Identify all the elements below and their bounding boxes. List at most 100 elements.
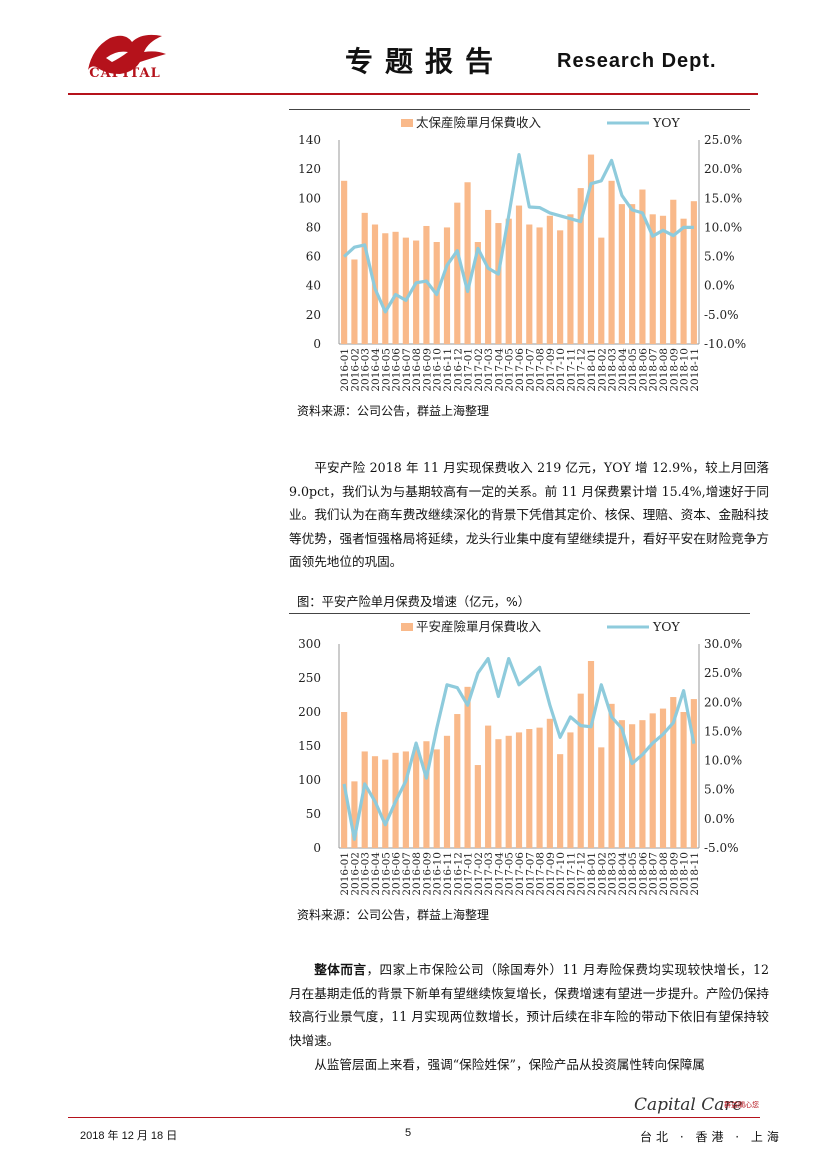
paragraph-text: 平安产险 2018 年 11 月实现保费收入 219 亿元，YOY 增 12.9… <box>289 460 769 569</box>
category-label: 2016-06 <box>391 348 403 392</box>
right-tick-label: 5.0% <box>704 250 735 264</box>
bar <box>567 214 574 344</box>
bar <box>515 732 523 848</box>
left-tick-label: 120 <box>298 162 321 176</box>
category-label: 2018-11 <box>689 852 701 896</box>
category-label: 2017-01 <box>463 852 475 896</box>
right-tick-label: 20.0% <box>704 695 742 709</box>
bar <box>392 231 399 344</box>
paragraph-pingan-analysis: 平安产险 2018 年 11 月实现保费收入 219 亿元，YOY 增 12.9… <box>289 456 769 574</box>
category-label: 2016-12 <box>452 852 464 896</box>
right-tick-label: -5.0% <box>704 841 739 855</box>
right-tick-label: 20.0% <box>704 162 742 176</box>
yoy-line <box>342 656 696 841</box>
bar <box>351 781 358 848</box>
category-label: 2016-04 <box>370 348 382 392</box>
right-tick-label: -5.0% <box>704 308 739 322</box>
right-tick-label: 25.0% <box>704 666 742 680</box>
category-label: 2017-03 <box>483 348 495 392</box>
category-label: 2016-07 <box>401 852 413 896</box>
bar <box>629 204 636 344</box>
category-label: 2017-10 <box>555 852 567 896</box>
category-label: 2018-02 <box>596 852 608 896</box>
bar <box>402 237 409 344</box>
bar <box>505 735 512 848</box>
category-label: 2018-01 <box>586 852 598 896</box>
bar <box>464 686 471 848</box>
bar <box>659 708 667 848</box>
bar <box>361 751 368 848</box>
bar <box>526 729 533 848</box>
category-label: 2016-07 <box>401 348 413 392</box>
bar <box>454 714 461 848</box>
category-label: 2018-08 <box>658 348 670 392</box>
bar <box>608 703 615 848</box>
bar <box>485 725 492 848</box>
category-label: 2018-03 <box>607 852 619 896</box>
bar <box>361 212 368 344</box>
legend-bar-label: 太保産險單月保費收入 <box>416 115 542 130</box>
bar <box>495 223 502 344</box>
capital-logo-icon <box>88 34 166 74</box>
right-tick-label: 0.0% <box>704 812 735 826</box>
category-label: 2017-12 <box>576 348 588 392</box>
bar <box>423 225 430 344</box>
bar <box>443 227 451 344</box>
category-label: 2016-11 <box>442 852 454 896</box>
category-label: 2018-10 <box>679 348 691 392</box>
category-label: 2018-09 <box>668 348 680 392</box>
bar <box>443 735 451 848</box>
left-tick-label: 140 <box>298 133 321 147</box>
bar <box>680 218 687 344</box>
category-label: 2018-11 <box>689 348 701 392</box>
bar <box>670 199 677 344</box>
research-dept-label: Research Dept. <box>557 50 717 72</box>
category-label: 2016-03 <box>360 348 372 392</box>
bar <box>618 204 625 344</box>
category-label: 2016-04 <box>370 852 382 896</box>
right-tick-label: 0.0% <box>704 279 735 293</box>
bar <box>639 720 646 848</box>
bar <box>454 202 461 344</box>
bar <box>557 230 564 344</box>
bar <box>341 712 348 848</box>
bar <box>659 215 667 344</box>
bar <box>474 242 481 344</box>
category-label: 2017-08 <box>535 348 547 392</box>
category-label: 2017-05 <box>504 852 516 896</box>
category-label: 2017-04 <box>493 348 505 392</box>
paragraph-regulation: 从监管层面上来看，强调“保险姓保”，保险产品从投资属性转向保障属 <box>289 1053 769 1077</box>
bar <box>474 765 481 848</box>
category-label: 2016-05 <box>380 852 392 896</box>
bar <box>495 739 502 848</box>
category-label: 2018-10 <box>679 852 691 896</box>
paragraph-text: 从监管层面上来看，强调“保险姓保”，保险产品从投资属性转向保障属 <box>314 1057 705 1072</box>
category-label: 2018-04 <box>617 852 629 896</box>
category-label: 2017-11 <box>565 348 577 392</box>
category-label: 2017-05 <box>504 348 516 392</box>
bar <box>413 747 420 848</box>
bar <box>423 741 430 848</box>
category-label: 2017-09 <box>545 852 557 896</box>
legend-bar-swatch <box>401 623 413 631</box>
capital-care-brand: Capital Care <box>634 1095 743 1115</box>
bar <box>587 154 595 344</box>
bar <box>382 233 389 344</box>
bar <box>485 209 492 344</box>
bar <box>649 713 656 848</box>
bar <box>433 749 440 848</box>
bar <box>567 732 574 848</box>
category-label: 2017-06 <box>514 348 526 392</box>
bar <box>546 718 553 848</box>
bar <box>546 215 553 344</box>
bar <box>526 224 533 344</box>
bar <box>536 727 543 848</box>
page-number: 5 <box>405 1127 412 1139</box>
right-tick-label: 30.0% <box>704 637 742 651</box>
bar <box>587 661 595 848</box>
category-label: 2016-08 <box>411 348 423 392</box>
left-tick-label: 60 <box>306 250 321 264</box>
left-tick-label: 80 <box>306 220 321 234</box>
left-tick-label: 100 <box>298 773 321 787</box>
chart1-source: 资料来源：公司公告，群益上海整理 <box>297 404 490 418</box>
